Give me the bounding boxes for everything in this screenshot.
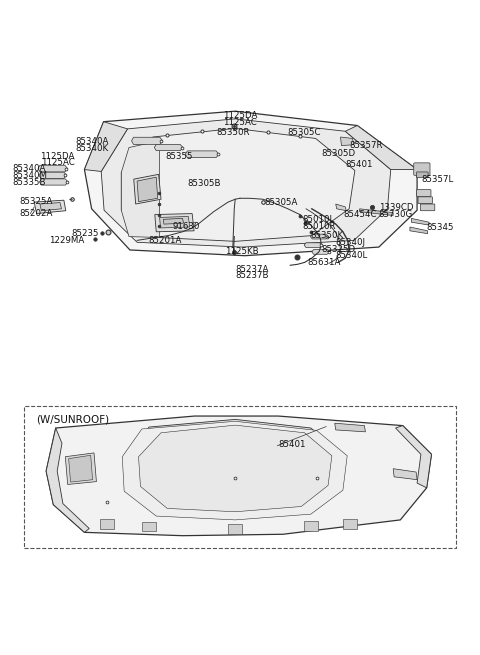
Polygon shape [121,141,159,238]
Polygon shape [40,202,61,211]
Text: 85202A: 85202A [20,209,53,218]
FancyBboxPatch shape [100,519,114,529]
Polygon shape [34,200,66,214]
Text: 85340A: 85340A [12,164,46,173]
Polygon shape [411,218,429,225]
Polygon shape [132,138,163,145]
Text: 1125KB: 1125KB [225,248,258,256]
Text: 85340M: 85340M [12,171,48,180]
Text: 1125DA: 1125DA [40,152,75,160]
Text: 85237A: 85237A [235,265,269,274]
Polygon shape [340,137,354,145]
Text: 85305C: 85305C [288,128,322,137]
Text: 91630: 91630 [173,221,200,231]
Polygon shape [336,204,346,211]
Text: 85355: 85355 [166,152,193,160]
Text: 85010L: 85010L [302,215,335,224]
Text: 85345: 85345 [427,223,454,233]
Text: 85730G: 85730G [379,210,413,219]
FancyBboxPatch shape [142,522,156,531]
Polygon shape [129,419,340,515]
Text: 85340J: 85340J [336,238,366,247]
Polygon shape [139,425,332,512]
Polygon shape [69,455,93,482]
Polygon shape [84,122,128,172]
Polygon shape [410,227,428,234]
Text: 85350R: 85350R [216,128,250,137]
Polygon shape [65,453,96,485]
Polygon shape [46,416,432,536]
FancyBboxPatch shape [417,172,428,178]
Polygon shape [185,151,219,158]
FancyBboxPatch shape [304,521,318,531]
Text: 85305D: 85305D [322,149,356,158]
Text: (W/SUNROOF): (W/SUNROOF) [36,415,110,424]
Polygon shape [122,421,347,520]
Polygon shape [155,145,183,151]
FancyBboxPatch shape [420,204,435,211]
Polygon shape [312,250,330,254]
Polygon shape [311,234,328,239]
Polygon shape [134,174,161,204]
Text: 85305B: 85305B [187,179,221,189]
Text: 85454C: 85454C [343,210,376,219]
FancyBboxPatch shape [414,163,430,176]
Polygon shape [393,469,417,479]
Polygon shape [101,119,391,247]
Polygon shape [46,428,89,533]
Text: 85401: 85401 [278,440,306,449]
Text: 85010R: 85010R [302,222,336,231]
Text: 85340A: 85340A [75,138,108,146]
Text: 1125AC: 1125AC [41,159,75,168]
Polygon shape [137,178,157,202]
Polygon shape [360,209,393,215]
Text: 1125AC: 1125AC [223,118,257,127]
Text: 85235: 85235 [72,229,99,238]
Polygon shape [38,165,68,172]
FancyBboxPatch shape [418,197,432,204]
Polygon shape [159,216,190,228]
Text: 85350K: 85350K [311,231,344,240]
Polygon shape [396,426,432,488]
Text: 85401: 85401 [345,160,373,169]
Text: 85305A: 85305A [264,198,297,206]
FancyBboxPatch shape [417,190,431,196]
Text: 85340L: 85340L [336,252,368,260]
Text: 1125DA: 1125DA [223,111,257,121]
Polygon shape [335,423,365,432]
Text: 85237B: 85237B [235,271,269,280]
Text: 85357R: 85357R [349,141,383,150]
Polygon shape [84,111,417,255]
FancyBboxPatch shape [343,519,357,529]
Polygon shape [121,128,355,241]
Polygon shape [155,214,194,232]
Text: 85631A: 85631A [307,258,340,267]
Text: 85325A: 85325A [20,196,53,206]
Polygon shape [304,243,323,248]
Text: 85340K: 85340K [75,144,108,153]
Text: 85357L: 85357L [422,175,454,183]
Text: 1339CD: 1339CD [379,203,413,212]
Text: 85201A: 85201A [148,236,181,245]
FancyBboxPatch shape [228,524,242,534]
Polygon shape [39,172,67,178]
Polygon shape [39,179,68,185]
Text: 85335B: 85335B [12,178,46,187]
Text: 1229MA: 1229MA [48,236,84,245]
Text: 85325D: 85325D [322,244,356,253]
Polygon shape [345,126,417,170]
Polygon shape [163,218,183,224]
